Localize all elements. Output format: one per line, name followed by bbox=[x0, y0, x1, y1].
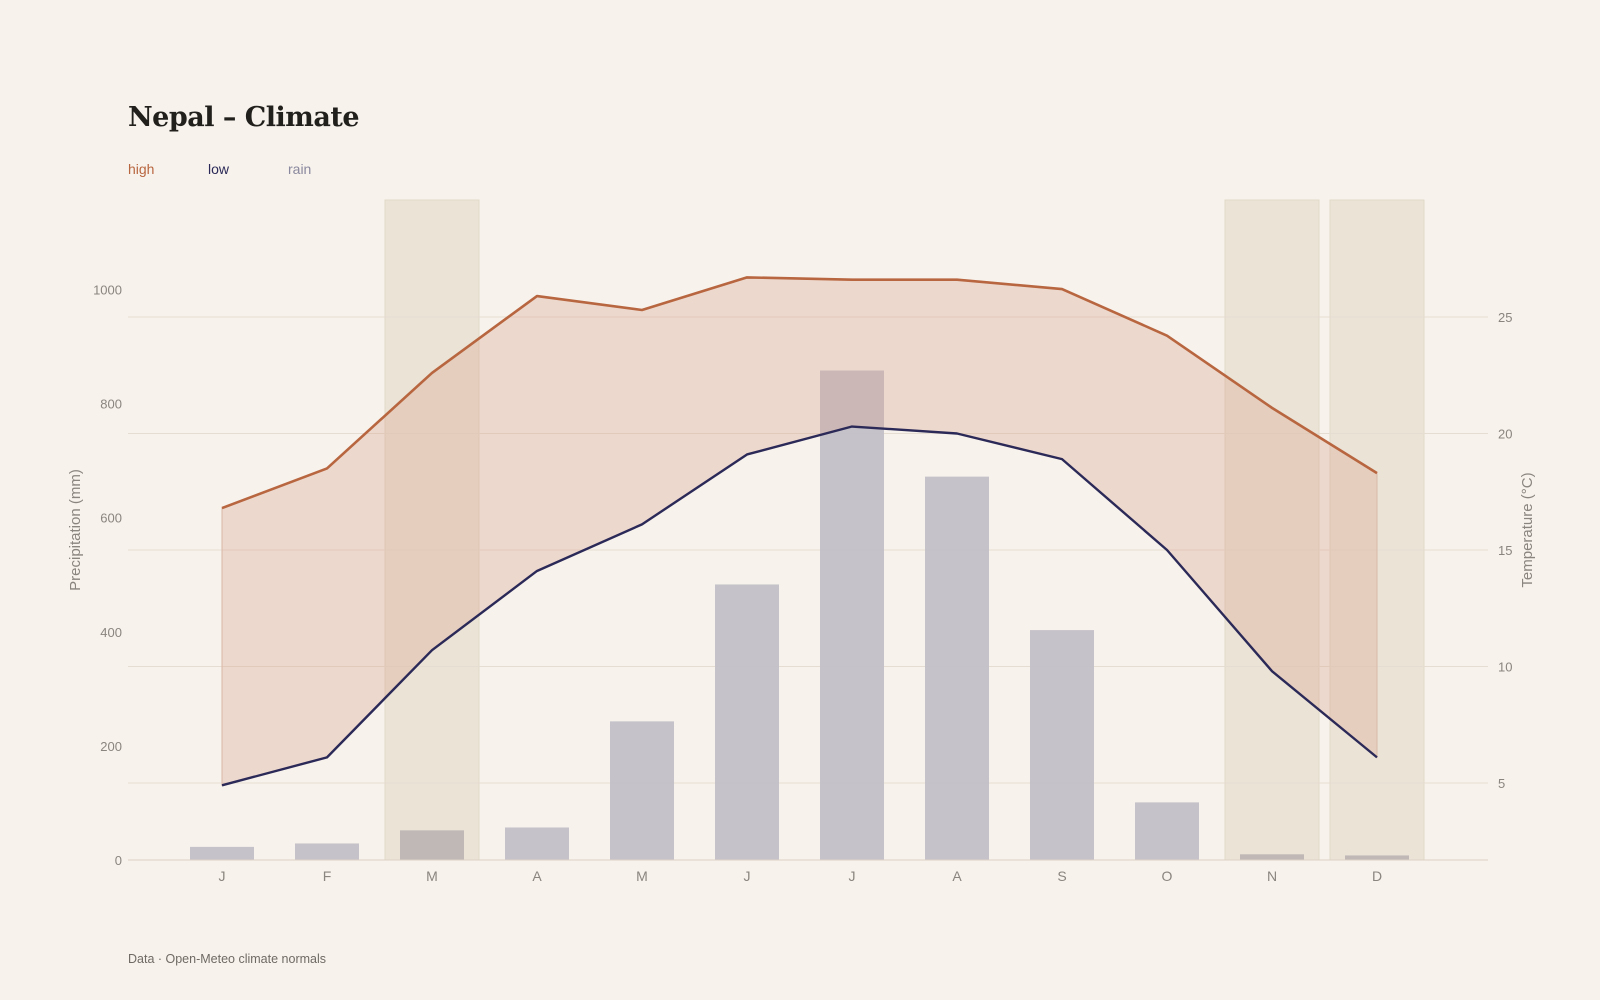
x-tick-label: N bbox=[1267, 868, 1277, 884]
x-tick-label: A bbox=[532, 868, 542, 884]
x-tick-label: J bbox=[849, 868, 856, 884]
left-tick-label: 1000 bbox=[93, 283, 122, 298]
left-tick-label: 600 bbox=[100, 511, 122, 526]
rain-bar bbox=[1030, 630, 1094, 860]
x-tick-label: O bbox=[1162, 868, 1173, 884]
rain-bar bbox=[715, 584, 779, 860]
rain-bar bbox=[820, 370, 884, 860]
x-tick-label: M bbox=[636, 868, 648, 884]
left-axis-title: Precipitation (mm) bbox=[67, 469, 84, 591]
legend-item-high: high bbox=[128, 161, 155, 177]
x-tick-label: M bbox=[426, 868, 438, 884]
rain-bar bbox=[295, 843, 359, 860]
left-tick-label: 200 bbox=[100, 739, 122, 754]
x-tick-label: J bbox=[744, 868, 751, 884]
rain-bar bbox=[190, 846, 254, 860]
rain-bars bbox=[190, 370, 1409, 860]
right-tick-label: 20 bbox=[1498, 427, 1512, 442]
chart-title: Nepal – Climate bbox=[128, 102, 360, 133]
footer-source: Data · Open-Meteo climate normals bbox=[128, 952, 326, 966]
right-tick-label: 5 bbox=[1498, 776, 1505, 791]
x-tick-label: A bbox=[952, 868, 962, 884]
highlight-band bbox=[384, 199, 480, 861]
grid-lines bbox=[128, 316, 1488, 784]
x-tick-label: F bbox=[323, 868, 332, 884]
x-tick-label: S bbox=[1057, 868, 1066, 884]
rain-bar bbox=[1135, 802, 1199, 860]
highlight-band bbox=[1224, 199, 1320, 861]
left-tick-label: 800 bbox=[100, 397, 122, 412]
right-tick-label: 10 bbox=[1498, 660, 1512, 675]
rain-bar bbox=[505, 827, 569, 860]
temperature-lines bbox=[221, 276, 1378, 787]
x-tick-label: D bbox=[1372, 868, 1382, 884]
legend-item-rain: rain bbox=[288, 161, 312, 177]
rain-bar bbox=[610, 721, 674, 860]
rain-bar bbox=[1345, 855, 1409, 860]
axes: 0 200 400 600 800 1000 5 10 15 20 25 J F M A M J J A S O N D Pr… bbox=[67, 283, 1536, 885]
x-tick-label: J bbox=[219, 868, 226, 884]
rain-bar bbox=[925, 476, 989, 860]
right-axis-title: Temperature (°C) bbox=[1519, 472, 1536, 587]
left-tick-label: 0 bbox=[115, 853, 122, 868]
low-temperature-line bbox=[221, 425, 1378, 787]
rain-bar bbox=[400, 830, 464, 860]
high-temperature-line bbox=[221, 276, 1378, 510]
rain-bar bbox=[1240, 854, 1304, 860]
left-tick-label: 400 bbox=[100, 625, 122, 640]
legend-item-low: low bbox=[208, 161, 230, 177]
right-tick-label: 15 bbox=[1498, 543, 1512, 558]
right-tick-label: 25 bbox=[1498, 310, 1512, 325]
